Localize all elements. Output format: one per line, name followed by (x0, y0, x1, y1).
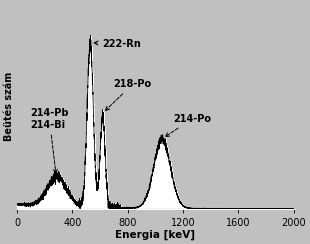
Text: 218-Po: 218-Po (105, 79, 152, 111)
Text: 214-Pb
214-Bi: 214-Pb 214-Bi (30, 108, 69, 173)
X-axis label: Energia [keV]: Energia [keV] (115, 230, 195, 240)
Text: 222-Rn: 222-Rn (94, 39, 141, 49)
Text: 214-Po: 214-Po (165, 114, 211, 137)
Y-axis label: Beütés szám: Beütés szám (4, 72, 14, 141)
